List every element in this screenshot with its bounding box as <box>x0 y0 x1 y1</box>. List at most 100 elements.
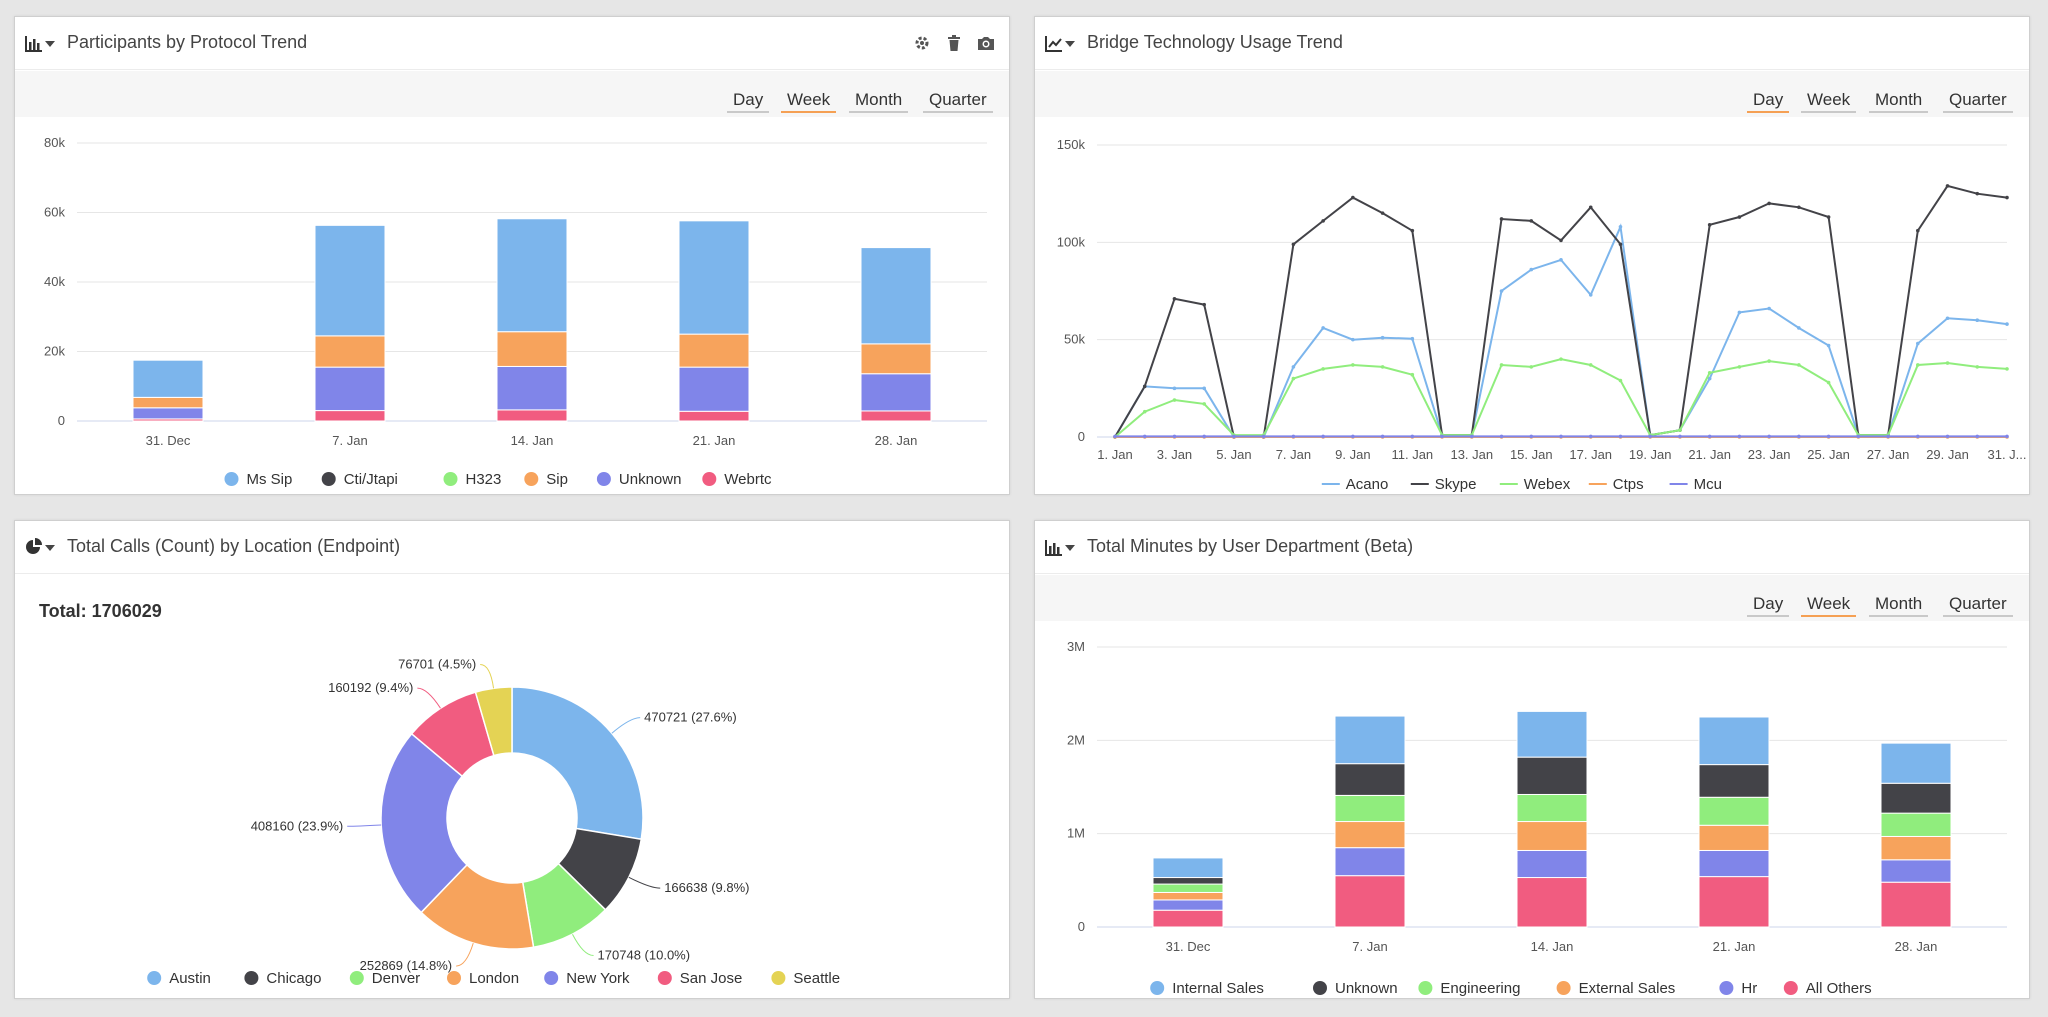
y-tick-label: 1M <box>1067 826 1085 841</box>
range-selector: Day Week Month Quarter <box>1035 575 2029 621</box>
range-week-button[interactable]: Week <box>1801 89 1857 113</box>
slice-connector <box>480 664 495 689</box>
bar-segment <box>678 410 750 422</box>
trash-icon[interactable] <box>945 34 963 52</box>
slice-data-label: 252869 (14.8%) <box>360 958 453 973</box>
range-month-button[interactable]: Month <box>1869 593 1929 617</box>
x-tick-label: 1. Jan <box>1097 447 1132 462</box>
data-point <box>1945 316 1950 321</box>
y-tick-label: 3M <box>1067 639 1085 654</box>
total-count: Total: 1706029 <box>39 601 162 621</box>
camera-icon[interactable] <box>977 34 995 52</box>
location-chart: 470721 (27.6%) 166638 (9.8%) 170748 (10.0%… <box>147 657 840 987</box>
bar-segment <box>496 409 568 422</box>
data-point <box>1856 434 1861 439</box>
legend-label: New York <box>566 970 630 987</box>
data-point <box>1975 318 1980 322</box>
bar-segment <box>1698 716 1770 766</box>
range-quarter-button[interactable]: Quarter <box>1943 89 2013 113</box>
location-panel: Total Calls (Count) by Location (Endpoin… <box>14 520 1010 999</box>
data-point <box>1975 191 1980 196</box>
data-point <box>2005 434 2009 439</box>
gear-icon[interactable] <box>913 34 931 52</box>
panel-actions <box>913 34 995 52</box>
data-point <box>1142 384 1147 389</box>
legend-marker <box>1783 981 1798 995</box>
data-point <box>1767 359 1771 363</box>
data-point <box>1321 219 1325 223</box>
data-point <box>1321 434 1325 439</box>
bar-segment <box>1516 821 1588 851</box>
data-point <box>1559 258 1563 262</box>
x-tick-label: 31. Dec <box>1166 939 1211 954</box>
bar-segment <box>1880 835 1952 861</box>
bar-segment <box>1334 794 1406 823</box>
data-point <box>1737 310 1742 315</box>
pie-slice <box>511 686 644 841</box>
bar-chart-icon[interactable] <box>1043 536 1065 558</box>
bar-segment <box>314 224 386 337</box>
panel-header: Total Calls (Count) by Location (Endpoin… <box>15 521 1009 574</box>
y-tick-label: 2M <box>1067 732 1085 747</box>
pie-chart-icon[interactable] <box>23 536 45 558</box>
pie-slice <box>474 686 513 757</box>
legend-label: H323 <box>466 471 502 488</box>
bar-segment <box>132 396 204 409</box>
data-point <box>1707 376 1712 381</box>
bar-segment <box>1880 812 1952 837</box>
legend-marker <box>1150 981 1165 995</box>
range-week-button[interactable]: Week <box>781 89 837 113</box>
bar-segment <box>1152 891 1224 901</box>
range-quarter-button[interactable]: Quarter <box>1943 593 2013 617</box>
legend-label: Denver <box>372 970 420 987</box>
range-quarter-button[interactable]: Quarter <box>923 89 993 113</box>
bar-segment <box>1334 821 1406 849</box>
range-month-button[interactable]: Month <box>1869 89 1929 113</box>
data-point <box>1351 434 1355 439</box>
slice-data-label: 160192 (9.4%) <box>328 680 413 695</box>
data-point <box>1529 267 1534 272</box>
legend-marker <box>544 971 559 985</box>
chevron-down-icon[interactable] <box>1065 41 1075 47</box>
bar-segment <box>1516 877 1588 928</box>
range-month-button[interactable]: Month <box>849 89 909 113</box>
x-tick-label: 7. Jan <box>1276 447 1311 462</box>
y-tick-label: 150k <box>1057 137 1086 152</box>
chevron-down-icon[interactable] <box>1065 545 1075 551</box>
data-point <box>1202 434 1206 439</box>
range-week-button[interactable]: Week <box>1801 593 1857 617</box>
legend-marker <box>524 472 539 486</box>
panel-title: Total Minutes by User Department (Beta) <box>1087 536 1414 556</box>
panel-title: Bridge Technology Usage Trend <box>1087 32 1343 52</box>
data-point <box>1351 337 1355 342</box>
chevron-down-icon[interactable] <box>45 545 55 551</box>
bar-segment <box>1516 849 1588 879</box>
x-tick-label: 21. Jan <box>1713 939 1756 954</box>
data-point <box>1499 434 1504 439</box>
bar-segment <box>1152 857 1224 879</box>
data-point <box>1767 434 1771 439</box>
data-point <box>1707 370 1712 375</box>
panel-header: Total Minutes by User Department (Beta) <box>1035 521 2029 574</box>
data-point <box>1797 434 1801 439</box>
legend-label: Acano <box>1346 476 1389 493</box>
y-tick-label: 100k <box>1057 234 1086 249</box>
data-point <box>1380 434 1385 439</box>
chevron-down-icon[interactable] <box>45 41 55 47</box>
line-chart-icon[interactable] <box>1043 32 1065 54</box>
bar-chart-icon[interactable] <box>23 32 45 54</box>
slice-data-label: 170748 (10.0%) <box>598 947 691 962</box>
range-day-button[interactable]: Day <box>1747 593 1790 617</box>
slice-connector <box>417 687 441 709</box>
bar-segment <box>860 343 932 375</box>
range-day-button[interactable]: Day <box>1747 89 1790 113</box>
range-day-button[interactable]: Day <box>727 89 770 113</box>
series-line <box>1114 358 2008 438</box>
bar-segment <box>314 366 386 412</box>
x-tick-label: 19. Jan <box>1629 447 1672 462</box>
data-point <box>1172 434 1177 439</box>
data-point <box>1470 434 1474 439</box>
data-point <box>1588 363 1593 367</box>
bar-segment <box>132 407 204 420</box>
panel-title: Participants by Protocol Trend <box>67 32 308 52</box>
